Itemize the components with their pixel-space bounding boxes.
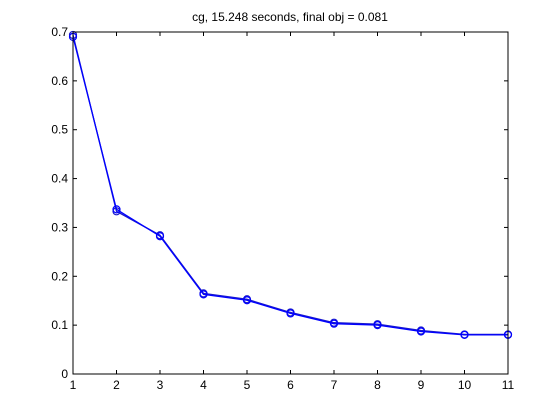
chart-title: cg, 15.248 seconds, final obj = 0.081 <box>192 10 388 24</box>
series-1-point <box>329 319 339 328</box>
series-1-point <box>373 321 382 330</box>
series-1-point <box>155 232 165 241</box>
x-tick-label: 6 <box>287 378 294 392</box>
plot-frame <box>72 31 509 375</box>
y-tick-label: 0.7 <box>51 25 68 39</box>
y-tick-label: 0.3 <box>51 220 68 234</box>
series-1-point <box>242 296 252 305</box>
y-tick-label: 0.2 <box>51 269 68 283</box>
series-layer <box>68 30 513 340</box>
x-tick-label: 8 <box>374 378 381 392</box>
y-tick-label: 0.1 <box>51 318 68 332</box>
series-1-point <box>460 330 469 340</box>
x-tick-label: 1 <box>70 378 77 392</box>
y-tick-label: 0.4 <box>51 172 68 186</box>
series-1-line <box>72 36 508 336</box>
x-tick-label: 7 <box>331 378 338 392</box>
x-tick-label: 2 <box>113 378 120 392</box>
x-tick-label: 5 <box>244 378 251 392</box>
series-1-point <box>199 290 208 299</box>
series-1-point <box>416 327 426 336</box>
series-1-point <box>112 205 121 214</box>
y-tick-label: 0 <box>61 367 68 381</box>
y-tick-label: 0.6 <box>51 74 68 88</box>
x-tick-label: 10 <box>458 378 472 392</box>
x-tick-label: 11 <box>502 378 515 392</box>
x-tick-label: 3 <box>157 378 164 392</box>
ticks-layer: 1 2 3 4 5 6 7 8 9 10 11 0 0.1 0.2 0.3 0.4 0.5 0.6 0.7 <box>51 25 514 392</box>
x-tick-label: 9 <box>418 378 425 392</box>
plot-area <box>73 32 508 374</box>
x-tick-label: 4 <box>200 378 207 392</box>
y-tick-label: 0.5 <box>51 123 68 137</box>
series-1-point <box>286 309 295 318</box>
